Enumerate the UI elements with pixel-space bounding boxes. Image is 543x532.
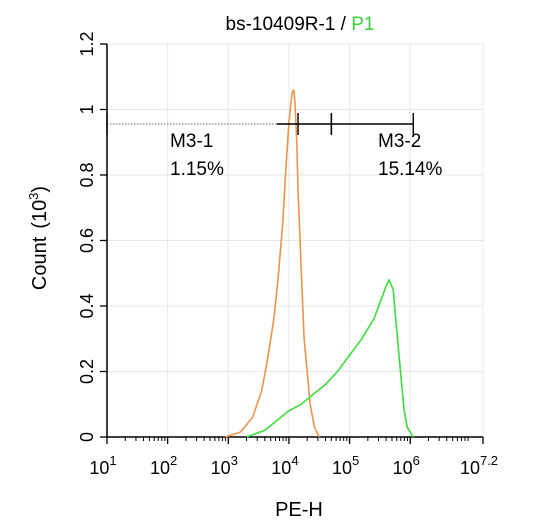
chart-title: bs-10409R-1 / P1 <box>226 14 375 35</box>
y-axis-unit-exp: 3 <box>26 193 41 200</box>
svg-text:Count(103): Count (103) <box>26 186 51 290</box>
x-tick-base-2: 10 <box>211 458 231 478</box>
y-tick-label-2: 0.4 <box>77 293 97 318</box>
y-tick-label-5: 1 <box>77 104 97 114</box>
x-tick-label-5: 106 <box>393 453 420 478</box>
y-axis-label: Count (103) <box>26 186 51 290</box>
title-sample: bs-10409R-1 <box>226 14 336 35</box>
gate-2-percent: 15.14% <box>378 159 443 180</box>
gate-2-name: M3-2 <box>378 131 421 152</box>
y-axis-label-text: Count <box>29 236 51 290</box>
histogram-series <box>225 89 414 438</box>
y-axis-unit-close: ) <box>29 186 51 193</box>
x-tick-base-6: 10 <box>460 458 480 478</box>
x-axis-label: PE-H <box>275 499 323 521</box>
x-tick-label-6: 107.2 <box>460 453 498 478</box>
svg-text:bs-10409R-1 / P1: bs-10409R-1 / P1 <box>226 14 375 35</box>
x-axis-ticks: 101 102 103 104 105 106 107.2 <box>89 437 498 478</box>
x-tick-exp-1: 2 <box>170 453 177 468</box>
x-tick-label-4: 105 <box>332 453 359 478</box>
y-tick-label-6: 1.2 <box>77 31 97 56</box>
title-separator: / <box>335 14 351 35</box>
x-tick-exp-4: 5 <box>352 453 359 468</box>
x-tick-label-0: 101 <box>89 453 116 478</box>
x-tick-base-0: 10 <box>89 458 109 478</box>
x-tick-base-1: 10 <box>150 458 170 478</box>
x-tick-label-3: 104 <box>271 453 298 478</box>
y-axis-ticks: 0 0.2 0.4 0.6 0.8 1 1.2 <box>77 31 107 442</box>
x-tick-base-3: 10 <box>271 458 291 478</box>
y-tick-label-0: 0 <box>77 432 97 442</box>
series-line-1 <box>246 278 414 438</box>
y-tick-label-1: 0.2 <box>77 359 97 384</box>
y-tick-label-4: 0.8 <box>77 162 97 187</box>
x-tick-base-5: 10 <box>393 458 413 478</box>
x-tick-label-1: 102 <box>150 453 177 478</box>
x-tick-exp-0: 1 <box>109 453 116 468</box>
x-tick-exp-5: 6 <box>413 453 420 468</box>
x-tick-exp-2: 3 <box>231 453 238 468</box>
gate-1-percent: 1.15% <box>170 159 224 180</box>
x-tick-label-2: 103 <box>211 453 238 478</box>
series-line-0 <box>225 89 321 438</box>
y-tick-label-3: 0.6 <box>77 228 97 253</box>
y-axis-unit-base: (10 <box>29 200 51 229</box>
x-tick-base-4: 10 <box>332 458 352 478</box>
gate-markers: M3-1 1.15% M3-2 15.14% <box>106 113 443 180</box>
x-tick-exp-3: 4 <box>291 453 298 468</box>
gate-1-name: M3-1 <box>170 131 213 152</box>
x-tick-exp-6: 7.2 <box>480 453 498 468</box>
title-gate: P1 <box>351 14 374 35</box>
